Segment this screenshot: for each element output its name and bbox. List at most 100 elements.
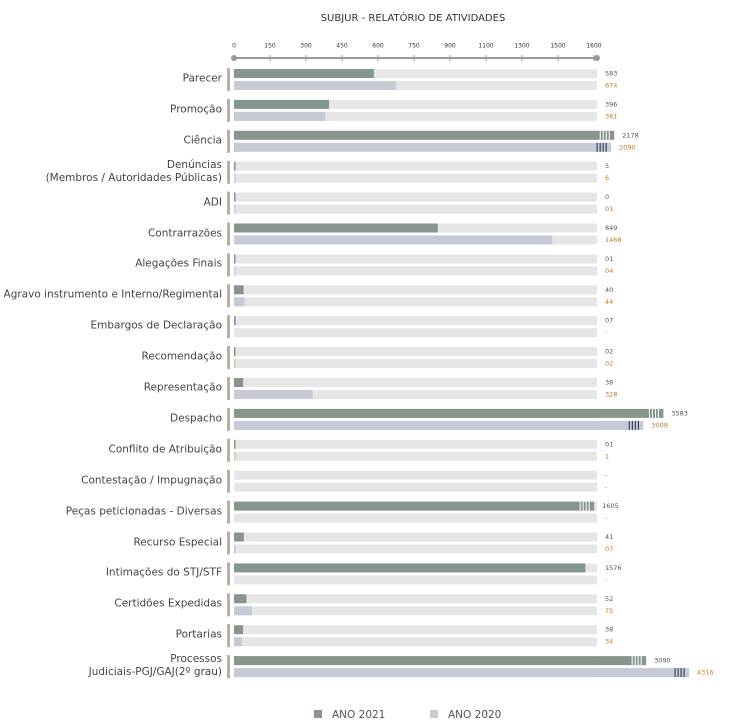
bar-track [234, 378, 597, 387]
bar [234, 563, 586, 573]
value-label: 3090 [654, 657, 671, 665]
row-marker [227, 438, 230, 462]
legend-swatch [430, 710, 438, 718]
category-label: Intimações do STJ/STF [105, 566, 222, 579]
value-label: 674 [605, 82, 617, 90]
row-marker [227, 562, 230, 586]
category-label: Contestação / Impugnação [81, 474, 222, 487]
bar-track [234, 347, 597, 357]
bar-track [234, 470, 597, 480]
category-label: Representação [143, 381, 222, 394]
bar-track [234, 266, 597, 276]
bar [234, 656, 647, 666]
bar-track [234, 81, 597, 90]
row-marker [227, 129, 230, 153]
category-label: Parecer [182, 72, 222, 85]
bar [234, 297, 245, 307]
bar [234, 81, 396, 90]
bar [234, 316, 236, 326]
row-marker [227, 407, 230, 431]
value-label: 01 [605, 205, 613, 213]
bar-track [234, 451, 597, 461]
value-label: 1605 [602, 502, 619, 510]
row-marker [227, 531, 230, 555]
bar [234, 668, 690, 678]
bar-track [234, 254, 597, 264]
row-marker [227, 377, 230, 400]
row-marker [227, 593, 230, 617]
bar-track [234, 204, 597, 214]
bar-track [234, 359, 597, 369]
bar-track [234, 625, 597, 635]
bar [234, 637, 243, 647]
row-marker [227, 222, 230, 246]
row-marker [227, 500, 230, 524]
value-label: 38 [605, 626, 613, 634]
value-label: 1468 [605, 236, 622, 244]
category-label: Ciência [183, 134, 223, 147]
legend-label: ANO 2021 [332, 709, 385, 721]
value-label: 52 [605, 595, 613, 603]
row-marker [227, 624, 230, 648]
row-marker [227, 315, 230, 339]
bar-track [234, 606, 597, 616]
value-label: 583 [605, 70, 617, 78]
category-label: Conflito de Atribuição [108, 443, 222, 456]
bar-track [234, 575, 597, 585]
bar [234, 359, 236, 369]
bar-track [234, 173, 597, 183]
x-tick-label: 1500 [550, 43, 565, 50]
bar [234, 192, 236, 202]
value-label: 44 [605, 298, 613, 306]
axis-end [594, 55, 600, 61]
bar [234, 408, 664, 418]
value-label: 07 [605, 317, 613, 325]
bar [234, 266, 236, 276]
row-marker [227, 68, 230, 91]
bar-track [234, 594, 597, 604]
row-marker [227, 160, 230, 184]
x-tick-label: 450 [336, 43, 348, 50]
x-tick-label: 0 [232, 43, 236, 50]
value-label: 396 [605, 100, 617, 108]
bar-track [234, 99, 597, 109]
x-tick-label: 750 [408, 43, 420, 50]
value-label: 01 [605, 440, 613, 448]
bar [234, 235, 553, 245]
chart-title: SUBJUR - RELATÓRIO DE ATIVIDADES [321, 11, 506, 24]
value-label: 3583 [671, 409, 688, 417]
value-label: - [605, 329, 608, 337]
value-label: - [605, 471, 608, 479]
bar [234, 111, 326, 121]
x-tick-label: 1100 [478, 43, 493, 50]
bar [234, 501, 595, 511]
bar-track [234, 328, 597, 338]
bar-track [234, 161, 597, 171]
bar-track [234, 390, 597, 399]
bar [234, 606, 252, 616]
row-marker [227, 98, 230, 122]
bar [234, 451, 236, 461]
category-label: Embargos de Declaração [90, 319, 222, 332]
bar [234, 99, 330, 109]
bar-track [234, 192, 597, 202]
value-label: 2178 [622, 131, 639, 139]
bar-track [234, 544, 597, 554]
bar [234, 347, 236, 357]
value-label: 07 [605, 545, 613, 553]
value-label: - [605, 483, 608, 491]
category-label: ADI [203, 196, 222, 209]
value-label: - [605, 576, 608, 584]
bar [234, 378, 244, 387]
value-label: 4316 [697, 669, 714, 677]
bar-track [234, 69, 597, 78]
legend-label: ANO 2020 [448, 709, 501, 721]
bar-track [234, 482, 597, 492]
value-label: 40 [605, 286, 613, 294]
x-tick-label: 1300 [514, 43, 529, 50]
value-label: 02 [605, 348, 613, 356]
bar [234, 532, 244, 542]
row-marker [227, 253, 230, 277]
bar-track [234, 297, 597, 307]
category-label: Peças peticionadas - Diversas [65, 505, 222, 518]
